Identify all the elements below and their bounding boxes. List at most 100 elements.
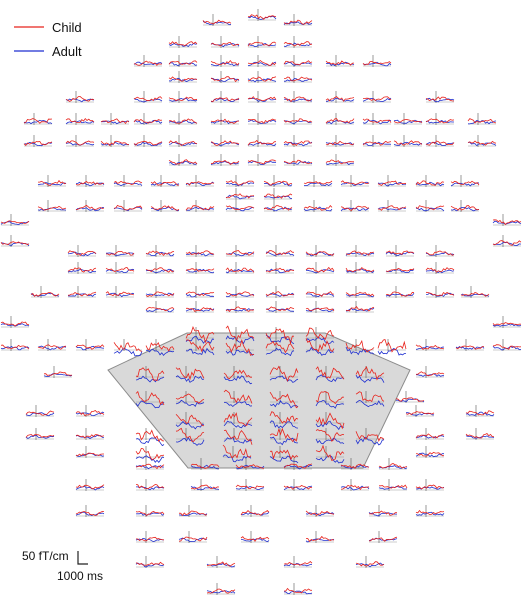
child-trace bbox=[269, 427, 299, 443]
child-trace bbox=[265, 267, 295, 273]
child-trace bbox=[65, 117, 95, 123]
child-trace bbox=[247, 41, 277, 47]
sensor-trace bbox=[185, 286, 215, 298]
sensor-trace bbox=[168, 135, 198, 147]
sensor-trace bbox=[37, 200, 67, 212]
child-trace bbox=[75, 181, 105, 186]
adult-trace bbox=[222, 454, 252, 463]
sensor-trace bbox=[43, 366, 73, 378]
child-trace bbox=[415, 484, 445, 490]
child-trace bbox=[190, 463, 220, 469]
sensor-trace bbox=[190, 458, 220, 470]
adult-trace bbox=[385, 251, 415, 256]
child-trace bbox=[210, 59, 240, 66]
child-trace bbox=[393, 118, 423, 124]
child-trace bbox=[305, 338, 335, 353]
adult-trace bbox=[465, 411, 495, 417]
sensor-trace bbox=[133, 91, 163, 103]
adult-trace bbox=[266, 251, 295, 256]
sensor-trace bbox=[415, 479, 445, 491]
adult-trace bbox=[265, 347, 295, 357]
child-trace bbox=[355, 561, 385, 567]
child-trace bbox=[210, 41, 240, 47]
child-trace bbox=[425, 267, 455, 273]
adult-trace bbox=[415, 486, 445, 490]
sensor-trace bbox=[0, 316, 30, 328]
child-trace bbox=[385, 267, 415, 272]
child-trace bbox=[168, 96, 198, 102]
adult-trace bbox=[105, 292, 135, 298]
sensor-trace bbox=[269, 365, 299, 383]
adult-trace bbox=[393, 141, 423, 146]
adult-trace bbox=[223, 375, 253, 385]
child-trace bbox=[283, 463, 313, 469]
child-trace bbox=[225, 338, 255, 356]
sensor-trace bbox=[340, 479, 370, 491]
child-trace bbox=[305, 266, 335, 273]
adult-trace bbox=[315, 420, 345, 431]
sensor-trace bbox=[225, 338, 255, 356]
child-trace bbox=[185, 181, 215, 186]
child-trace bbox=[467, 118, 497, 124]
sensor-trace bbox=[75, 405, 105, 417]
child-trace bbox=[368, 510, 397, 516]
sensor-trace bbox=[283, 135, 313, 147]
sensor-trace bbox=[305, 338, 335, 356]
child-trace bbox=[393, 140, 423, 146]
child-trace bbox=[206, 561, 236, 567]
child-trace bbox=[325, 118, 355, 124]
adult-trace bbox=[315, 437, 345, 445]
sensor-trace bbox=[75, 479, 105, 491]
child-trace bbox=[492, 322, 522, 326]
adult-trace bbox=[75, 486, 105, 491]
child-trace bbox=[269, 449, 299, 461]
sensor-trace bbox=[378, 458, 408, 470]
sensor-trace bbox=[168, 71, 198, 83]
sensor-trace bbox=[325, 55, 355, 67]
sensor-trace bbox=[283, 458, 313, 470]
child-trace bbox=[105, 291, 135, 297]
child-trace bbox=[100, 140, 130, 147]
child-trace bbox=[283, 140, 313, 146]
child-trace bbox=[269, 365, 299, 382]
child-trace bbox=[283, 159, 313, 165]
adult-trace bbox=[210, 161, 240, 166]
adult-trace bbox=[362, 119, 392, 125]
sensor-trace bbox=[283, 479, 313, 491]
sensor-trace bbox=[265, 339, 295, 357]
adult-trace bbox=[377, 207, 407, 211]
sensor-trace bbox=[345, 262, 375, 274]
sensor-trace bbox=[305, 245, 335, 257]
child-trace bbox=[283, 96, 313, 103]
sensor-trace bbox=[305, 262, 335, 274]
child-trace bbox=[377, 338, 407, 353]
sensor-trace bbox=[345, 301, 375, 313]
sensor-trace bbox=[105, 286, 135, 298]
sensor-trace bbox=[340, 200, 370, 212]
sensor-trace bbox=[305, 327, 335, 345]
child-trace bbox=[223, 429, 253, 445]
sensor-trace bbox=[415, 175, 445, 187]
child-trace bbox=[175, 393, 205, 404]
child-trace bbox=[135, 511, 165, 517]
adult-trace bbox=[168, 97, 198, 102]
sensor-trace bbox=[450, 200, 480, 212]
child-trace bbox=[175, 367, 205, 381]
child-trace bbox=[210, 76, 240, 83]
sensor-trace bbox=[355, 366, 385, 383]
sensor-trace bbox=[223, 366, 253, 385]
sensor-trace bbox=[235, 458, 265, 470]
child-trace bbox=[210, 160, 240, 165]
adult-trace bbox=[43, 373, 73, 377]
child-trace bbox=[75, 434, 105, 439]
sensor-trace bbox=[37, 175, 67, 187]
child-trace bbox=[67, 291, 97, 297]
adult-trace bbox=[325, 161, 355, 166]
sensor-trace bbox=[465, 428, 495, 440]
sensor-trace bbox=[185, 326, 215, 344]
child-trace bbox=[415, 344, 445, 350]
sensor-trace bbox=[67, 286, 97, 298]
sensor-trace bbox=[393, 113, 423, 125]
sensor-trace bbox=[340, 458, 370, 470]
child-trace bbox=[225, 325, 255, 342]
